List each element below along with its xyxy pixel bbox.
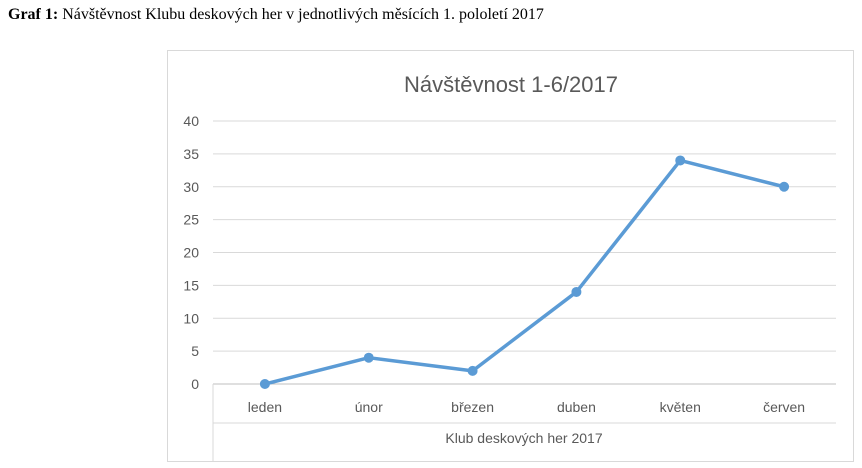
- caption-label: Graf 1:: [8, 6, 59, 23]
- data-point-červen: [779, 181, 790, 192]
- y-tick-label-30: 30: [183, 179, 199, 195]
- x-tick-label-červen: červen: [763, 399, 805, 415]
- data-point-duben: [571, 286, 582, 297]
- x-tick-label-květen: květen: [660, 399, 701, 415]
- y-tick-label-5: 5: [191, 343, 199, 359]
- figure-caption: Graf 1: Návštěvnost Klubu deskových her …: [8, 6, 544, 24]
- series-line: [263, 158, 786, 386]
- gridlines: [213, 120, 836, 352]
- chart-frame: [167, 50, 854, 462]
- y-tick-label-40: 40: [183, 113, 199, 129]
- data-point-březen: [467, 365, 478, 376]
- x-axis-title: Klub deskových her 2017: [445, 430, 602, 446]
- chart-title: Návštěvnost 1-6/2017: [404, 72, 618, 97]
- caption-text: Návštěvnost Klubu deskových her v jednot…: [58, 6, 544, 23]
- y-tick-label-10: 10: [183, 310, 199, 326]
- x-tick-label-březen: březen: [451, 399, 494, 415]
- x-axis: leden únor březen duben květen červen: [212, 383, 836, 462]
- y-tick-label-35: 35: [183, 146, 199, 162]
- data-point-leden: [259, 379, 270, 389]
- y-tick-label-15: 15: [183, 277, 199, 293]
- y-tick-label-25: 25: [183, 212, 199, 228]
- y-tick-label-0: 0: [191, 376, 199, 392]
- y-tick-label-20: 20: [183, 245, 199, 261]
- x-tick-label-leden: leden: [248, 399, 282, 415]
- series-line-group: [259, 155, 790, 389]
- y-axis-ticks: 0 5 10 15 20 25 30 35 40: [183, 113, 199, 392]
- x-tick-label-duben: duben: [557, 399, 596, 415]
- x-tick-label-únor: únor: [355, 399, 383, 415]
- data-point-únor: [363, 352, 374, 363]
- data-point-květen: [675, 155, 686, 166]
